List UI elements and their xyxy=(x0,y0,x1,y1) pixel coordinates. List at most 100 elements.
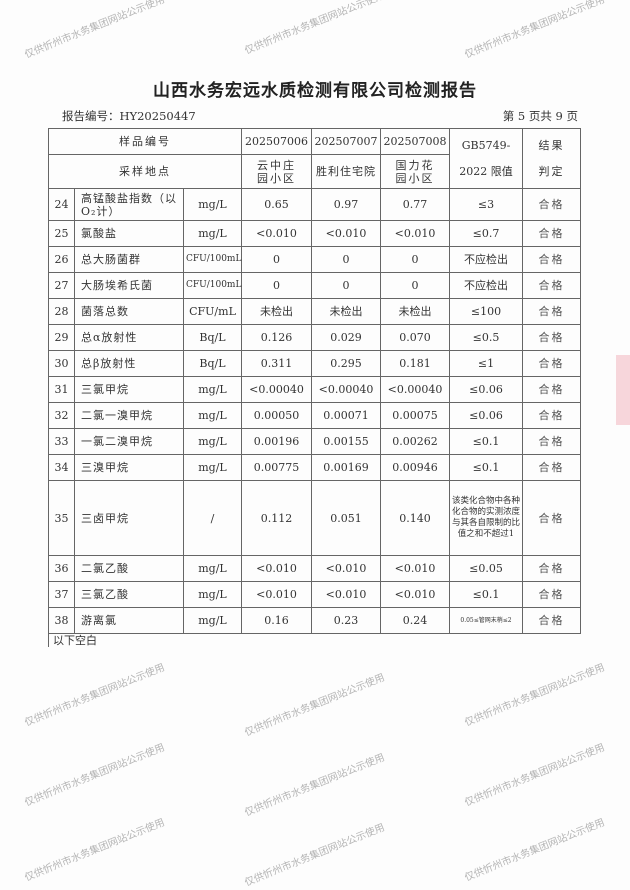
value: 0.00946 xyxy=(380,454,450,481)
limit: ≤0.7 xyxy=(449,220,523,247)
value: 0.311 xyxy=(241,350,312,377)
unit: CFU/100mL xyxy=(183,272,242,299)
limit: 该类化合物中各种化合物的实测浓度与其各自限制的比值之和不超过1 xyxy=(449,480,523,556)
table-row: 35 三卤甲烷/0.112 0.051 0.140 该类化合物中各种化合物的实测浓度与其… xyxy=(48,480,581,556)
item-name: 菌落总数 xyxy=(74,298,184,325)
value: 0 xyxy=(380,246,450,273)
value: 未检出 xyxy=(311,298,381,325)
result: 合格 xyxy=(522,428,581,455)
sample-id: 202507007 xyxy=(311,128,381,155)
value: <0.00040 xyxy=(380,376,450,403)
value: 0.181 xyxy=(380,350,450,377)
limit: ≤0.05 xyxy=(449,555,523,582)
limit: ≤0.1 xyxy=(449,428,523,455)
item-name: 高锰酸盐指数（以O₂计） xyxy=(74,188,184,221)
site-label: 采样地点 xyxy=(48,154,242,189)
row-number: 37 xyxy=(48,581,75,608)
item-name: 三氯甲烷 xyxy=(74,376,184,403)
value: 0.070 xyxy=(380,324,450,351)
result: 合格 xyxy=(522,376,581,403)
table-row: 28 菌落总数 CFU/mL 未检出 未检出 未检出 ≤100 合格 xyxy=(48,298,581,325)
result: 合格 xyxy=(522,607,581,634)
result-header: 结果 判定 xyxy=(522,128,581,189)
result: 合格 xyxy=(522,188,581,221)
limit: ≤0.1 xyxy=(449,454,523,481)
result: 合格 xyxy=(522,402,581,429)
value: 0 xyxy=(380,272,450,299)
limit-header-1: GB5749- xyxy=(461,139,511,152)
item-name: 总大肠菌群 xyxy=(74,246,184,273)
item-name: 总α放射性 xyxy=(74,324,184,351)
value: 0 xyxy=(311,246,381,273)
item-name: 三卤甲烷 xyxy=(74,480,184,556)
limit: ≤0.06 xyxy=(449,376,523,403)
row-number: 25 xyxy=(48,220,75,247)
value: <0.010 xyxy=(311,581,381,608)
value: <0.010 xyxy=(380,220,450,247)
row-number: 33 xyxy=(48,428,75,455)
site-name: 云中庄园小区 xyxy=(241,154,312,189)
item-name: 三氯乙酸 xyxy=(74,581,184,608)
row-number: 24 xyxy=(48,188,75,221)
value: <0.010 xyxy=(311,220,381,247)
table-row: 36 二氯乙酸 mg/L <0.010 <0.010 <0.010 ≤0.05 合格 xyxy=(48,555,581,582)
result: 合格 xyxy=(522,480,581,556)
result: 合格 xyxy=(522,246,581,273)
value: 0.00169 xyxy=(311,454,381,481)
value: 0.126 xyxy=(241,324,312,351)
watermark: 仅供忻州市水务集团网站公示使用 xyxy=(23,742,167,809)
item-name: 二氯一溴甲烷 xyxy=(74,402,184,429)
item-name: 三溴甲烷 xyxy=(74,454,184,481)
result: 合格 xyxy=(522,581,581,608)
value: 0.112 xyxy=(241,480,312,556)
item-name: 总β放射性 xyxy=(74,350,184,377)
unit: / xyxy=(183,480,242,556)
value: <0.010 xyxy=(241,581,312,608)
row-number: 26 xyxy=(48,246,75,273)
results-table: 样品编号 202507006 202507007 202507008 GB574… xyxy=(48,128,581,647)
row-number: 35 xyxy=(48,480,75,556)
item-name: 二氯乙酸 xyxy=(74,555,184,582)
value: 0 xyxy=(241,272,312,299)
site-name: 国力花园小区 xyxy=(380,154,450,189)
watermark: 仅供忻州市水务集团网站公示使用 xyxy=(463,0,607,61)
limit: ≤1 xyxy=(449,350,523,377)
sample-no-label: 样品编号 xyxy=(48,128,242,155)
result: 合格 xyxy=(522,298,581,325)
page-number: 第 5 页共 9 页 xyxy=(502,109,578,123)
row-number: 28 xyxy=(48,298,75,325)
row-number: 27 xyxy=(48,272,75,299)
watermark: 仅供忻州市水务集团网站公示使用 xyxy=(243,752,387,819)
table-row: 29 总α放射性 Bq/L 0.126 0.029 0.070 ≤0.5 合格 xyxy=(48,324,581,351)
unit: CFU/mL xyxy=(183,298,242,325)
item-name: 游离氯 xyxy=(74,607,184,634)
value: 0.00050 xyxy=(241,402,312,429)
row-number: 34 xyxy=(48,454,75,481)
limit: ≤3 xyxy=(449,188,523,221)
table-row: 37 三氯乙酸 mg/L <0.010 <0.010 <0.010 ≤0.1 合格 xyxy=(48,581,581,608)
value: 0.140 xyxy=(380,480,450,556)
limit: ≤0.5 xyxy=(449,324,523,351)
header-row-1: 样品编号 202507006 202507007 202507008 GB574… xyxy=(48,128,581,189)
limit: ≤100 xyxy=(449,298,523,325)
row-number: 32 xyxy=(48,402,75,429)
value: <0.010 xyxy=(380,555,450,582)
value: 0.16 xyxy=(241,607,312,634)
value: 0 xyxy=(311,272,381,299)
unit: CFU/100mL xyxy=(183,246,242,273)
value: 0 xyxy=(241,246,312,273)
unit: mg/L xyxy=(183,220,242,247)
unit: mg/L xyxy=(183,188,242,221)
value: 未检出 xyxy=(241,298,312,325)
limit: 不应检出 xyxy=(449,272,523,299)
watermark: 仅供忻州市水务集团网站公示使用 xyxy=(463,817,607,884)
unit: mg/L xyxy=(183,454,242,481)
value: 0.97 xyxy=(311,188,381,221)
value: <0.010 xyxy=(311,555,381,582)
value: 0.00775 xyxy=(241,454,312,481)
value: 0.00262 xyxy=(380,428,450,455)
table-row: 31 三氯甲烷 mg/L <0.00040 <0.00040 <0.00040 ≤0.06 合… xyxy=(48,376,581,403)
value: <0.010 xyxy=(241,220,312,247)
value: <0.00040 xyxy=(311,376,381,403)
